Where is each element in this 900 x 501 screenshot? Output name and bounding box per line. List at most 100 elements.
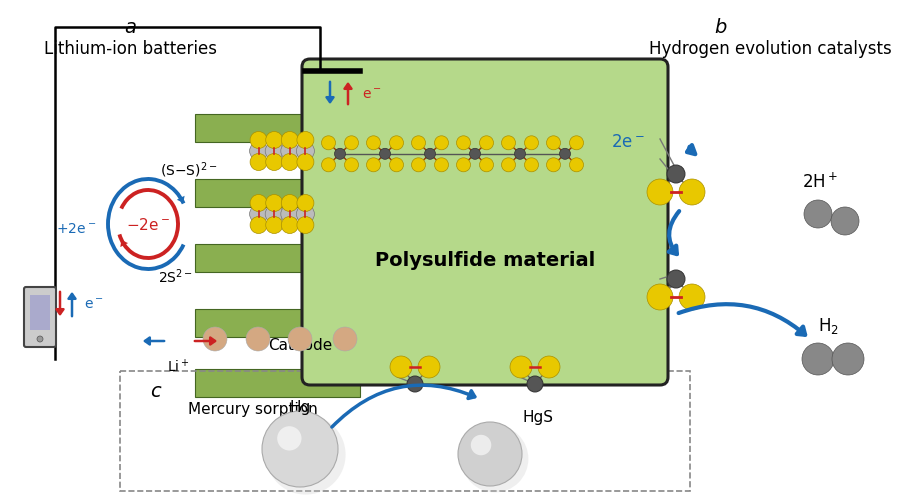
Text: e$^-$: e$^-$ [362, 88, 382, 102]
Text: Lithium-ion batteries: Lithium-ion batteries [43, 40, 217, 58]
Circle shape [390, 158, 403, 172]
Circle shape [831, 207, 859, 235]
Circle shape [246, 327, 270, 351]
Circle shape [333, 327, 357, 351]
Circle shape [282, 154, 298, 171]
Circle shape [527, 376, 543, 392]
Circle shape [456, 158, 471, 172]
Circle shape [407, 376, 423, 392]
Text: Mercury sorption: Mercury sorption [188, 401, 318, 416]
Bar [195, 244, 360, 273]
Circle shape [832, 343, 864, 375]
Circle shape [281, 143, 299, 161]
Bar [120, 371, 690, 491]
Circle shape [418, 356, 440, 378]
Circle shape [456, 137, 471, 150]
Text: +2e$^-$: +2e$^-$ [56, 221, 96, 235]
Bar [195, 369, 360, 397]
Circle shape [390, 356, 412, 378]
Circle shape [335, 149, 346, 160]
Circle shape [282, 195, 298, 212]
Circle shape [266, 143, 284, 161]
Circle shape [266, 205, 284, 223]
Circle shape [510, 356, 532, 378]
Circle shape [570, 158, 583, 172]
Circle shape [266, 217, 283, 234]
Circle shape [37, 336, 43, 342]
Text: HgS: HgS [523, 409, 554, 424]
Circle shape [203, 327, 227, 351]
Text: c: c [149, 381, 160, 400]
Circle shape [546, 158, 561, 172]
Circle shape [249, 143, 267, 161]
Circle shape [282, 132, 298, 149]
Circle shape [802, 343, 834, 375]
Circle shape [297, 132, 314, 149]
Circle shape [458, 422, 522, 486]
Circle shape [435, 158, 448, 172]
Circle shape [667, 271, 685, 289]
Text: b: b [714, 18, 726, 37]
Circle shape [296, 205, 314, 223]
Circle shape [560, 149, 571, 160]
Circle shape [546, 137, 561, 150]
Circle shape [282, 217, 298, 234]
Text: Polysulfide material: Polysulfide material [375, 250, 595, 269]
Circle shape [281, 205, 299, 223]
Circle shape [679, 285, 705, 311]
Circle shape [297, 195, 314, 212]
Circle shape [538, 356, 560, 378]
Text: Li$^+$: Li$^+$ [166, 357, 189, 375]
Circle shape [249, 205, 267, 223]
Circle shape [345, 158, 358, 172]
Text: e$^-$: e$^-$ [84, 298, 104, 312]
Circle shape [288, 327, 312, 351]
Circle shape [380, 149, 391, 160]
Text: 2H$^+$: 2H$^+$ [802, 172, 838, 191]
Circle shape [266, 195, 283, 212]
Text: 2S$^{2-}$: 2S$^{2-}$ [158, 267, 193, 286]
Circle shape [411, 158, 426, 172]
Circle shape [250, 195, 267, 212]
Bar [195, 115, 360, 143]
Circle shape [515, 149, 526, 160]
Circle shape [501, 158, 516, 172]
Text: H$_2$: H$_2$ [817, 315, 839, 335]
Circle shape [297, 217, 314, 234]
Circle shape [321, 158, 336, 172]
Circle shape [390, 137, 403, 150]
Text: a: a [124, 18, 136, 37]
Circle shape [501, 137, 516, 150]
Circle shape [250, 132, 267, 149]
Text: Hydrogen evolution catalysts: Hydrogen evolution catalysts [649, 40, 891, 58]
Bar [195, 180, 360, 207]
Bar [195, 310, 360, 337]
Circle shape [411, 137, 426, 150]
Circle shape [667, 166, 685, 184]
Text: Hg: Hg [290, 399, 310, 414]
Circle shape [480, 137, 493, 150]
Circle shape [525, 158, 538, 172]
FancyBboxPatch shape [302, 60, 668, 385]
Circle shape [470, 149, 481, 160]
Circle shape [471, 435, 491, 455]
Circle shape [647, 180, 673, 205]
Circle shape [647, 285, 673, 311]
Circle shape [804, 200, 832, 228]
Circle shape [366, 158, 381, 172]
Circle shape [266, 415, 346, 494]
FancyBboxPatch shape [24, 288, 56, 347]
Circle shape [425, 149, 436, 160]
Text: 2e$^-$: 2e$^-$ [611, 133, 645, 151]
Circle shape [461, 425, 528, 492]
Circle shape [266, 132, 283, 149]
Circle shape [250, 154, 267, 171]
Circle shape [297, 154, 314, 171]
Circle shape [262, 411, 338, 487]
Circle shape [321, 137, 336, 150]
Circle shape [266, 154, 283, 171]
Circle shape [679, 180, 705, 205]
Circle shape [480, 158, 493, 172]
Circle shape [345, 137, 358, 150]
Circle shape [570, 137, 583, 150]
